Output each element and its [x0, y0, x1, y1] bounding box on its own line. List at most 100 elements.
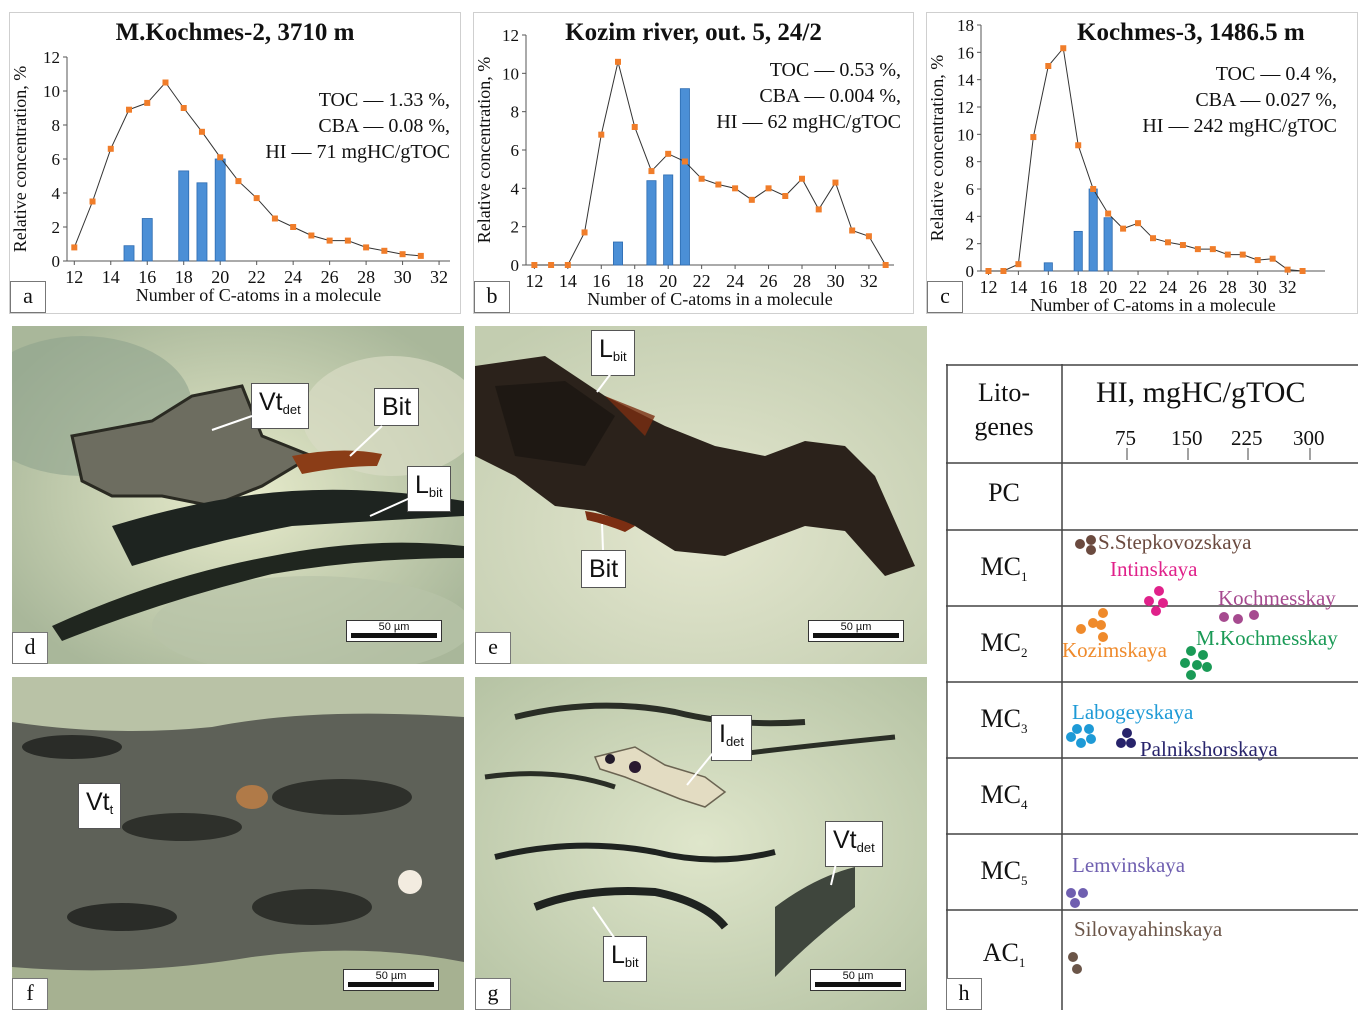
series-line — [73, 81, 421, 257]
data-point — [144, 99, 151, 106]
data-point — [198, 128, 205, 135]
data-point — [344, 237, 351, 244]
x-tick-label: 26 — [760, 271, 778, 291]
x-tick-label: 22 — [248, 267, 266, 287]
data-point — [217, 154, 224, 161]
data-point — [765, 185, 772, 192]
hi-point — [1086, 545, 1096, 555]
y-tick-label: 12 — [957, 98, 974, 117]
data-point — [581, 229, 588, 236]
x-tick-label: 30 — [394, 267, 412, 287]
stat-hi: HI — 62 mgHC/gTOC — [716, 111, 901, 133]
row-ac1: AC1 — [982, 938, 1026, 971]
data-point — [308, 232, 315, 239]
y-tick-label: 6 — [966, 180, 975, 199]
x-tick-label: 14 — [102, 267, 120, 287]
row-mc5: MC5 — [980, 856, 1028, 889]
data-point — [126, 106, 133, 113]
hi-tick-225: 225 — [1231, 426, 1263, 450]
hi-tick-300: 300 — [1293, 426, 1325, 450]
scale-bar: 50 µm — [810, 969, 906, 991]
hi-point — [1078, 888, 1088, 898]
data-point — [564, 262, 571, 268]
formation-intinskaya: Intinskaya — [1110, 557, 1198, 581]
y-tick-label: 10 — [957, 125, 974, 144]
x-tick-label: 32 — [860, 271, 878, 291]
scale-bar: 50 µm — [346, 620, 442, 642]
y-tick-label: 8 — [511, 103, 520, 122]
hi-point — [1151, 606, 1161, 616]
bar — [612, 241, 623, 266]
label-vt-det: Vtdet — [251, 383, 309, 429]
hi-point — [1070, 898, 1080, 908]
stat-cba: CBA — 0.004 %, — [759, 85, 901, 107]
arrow-lines — [592, 752, 838, 940]
hi-point — [1088, 618, 1098, 628]
data-point — [1045, 63, 1052, 69]
y-tick-label: 12 — [502, 26, 519, 45]
bar — [1073, 230, 1083, 272]
data-point — [235, 178, 242, 185]
y-tick-label: 8 — [52, 116, 61, 135]
x-tick-label: 12 — [65, 267, 83, 287]
hi-point — [1192, 660, 1202, 670]
label-i-det: Idet — [711, 715, 753, 761]
x-tick-label: 28 — [1219, 277, 1237, 297]
hi-point — [1249, 610, 1259, 620]
label-vt-t: Vtt — [78, 783, 122, 829]
data-point — [598, 131, 605, 138]
bar — [141, 218, 153, 262]
x-tick-label: 18 — [626, 271, 644, 291]
x-tick-label: 30 — [1249, 277, 1267, 297]
y-tick-label: 4 — [511, 179, 520, 198]
hi-point — [1202, 662, 1212, 672]
row-mc1: MC1 — [980, 552, 1028, 585]
chart-panel-b: 0 2 4 6 8 10 12 12 14 16 18 20 22 24 26 28 30 32 Number of… — [473, 12, 914, 314]
chart-panel-a: 0 2 4 6 8 10 12 12 14 16 18 20 22 24 26 28 30 32 Number of… — [9, 12, 461, 314]
x-tick-label: 26 — [321, 267, 339, 287]
formation-kozimskaya: Kozimskaya — [1062, 638, 1167, 662]
hi-point — [1154, 586, 1164, 596]
stat-hi: HI — 242 mgHC/gTOC — [1142, 115, 1337, 137]
x-tick-label: 14 — [559, 271, 577, 291]
data-point — [399, 251, 406, 258]
x-tick-label: 24 — [284, 267, 302, 287]
x-tick-label: 20 — [1099, 277, 1117, 297]
row-mc2: MC2 — [980, 628, 1028, 661]
formation-silovayahinskaya: Silovayahinskaya — [1074, 917, 1223, 941]
chart-stats: TOC — 1.33 %, CBA — 0.08 %, HI — 71 mgHC… — [265, 87, 450, 165]
x-tick-label: 18 — [175, 267, 193, 287]
data-point — [290, 224, 297, 230]
x-tick-label: 22 — [693, 271, 711, 291]
hi-point — [1098, 608, 1108, 618]
data-point — [865, 233, 872, 240]
data-point — [1135, 220, 1142, 227]
header-line-2: genes — [974, 412, 1034, 441]
data-point — [985, 268, 992, 274]
data-point — [832, 179, 839, 186]
x-tick-label: 26 — [1189, 277, 1207, 297]
hi-point — [1096, 620, 1106, 630]
x-tick-label: 16 — [138, 267, 156, 287]
panel-letter-b: b — [474, 281, 510, 313]
panel-letter-e: e — [475, 632, 511, 664]
label-l-bit: Lbit — [407, 466, 451, 512]
data-point — [162, 79, 169, 86]
y-tick-label: 2 — [966, 235, 975, 254]
hi-point — [1084, 724, 1094, 734]
data-point — [180, 105, 187, 111]
hi-point — [1186, 670, 1196, 680]
data-point — [1015, 261, 1022, 268]
data-point — [1269, 255, 1276, 262]
x-tick-label: 22 — [1129, 277, 1147, 297]
hi-point — [1126, 738, 1136, 748]
data-point — [1299, 268, 1306, 274]
bar — [646, 180, 657, 266]
data-point — [326, 237, 333, 244]
x-tick-label: 12 — [979, 277, 997, 297]
header-hi: HI, mgHC/gTOC — [1096, 376, 1306, 409]
data-point — [748, 196, 755, 203]
series-line — [988, 47, 1303, 272]
